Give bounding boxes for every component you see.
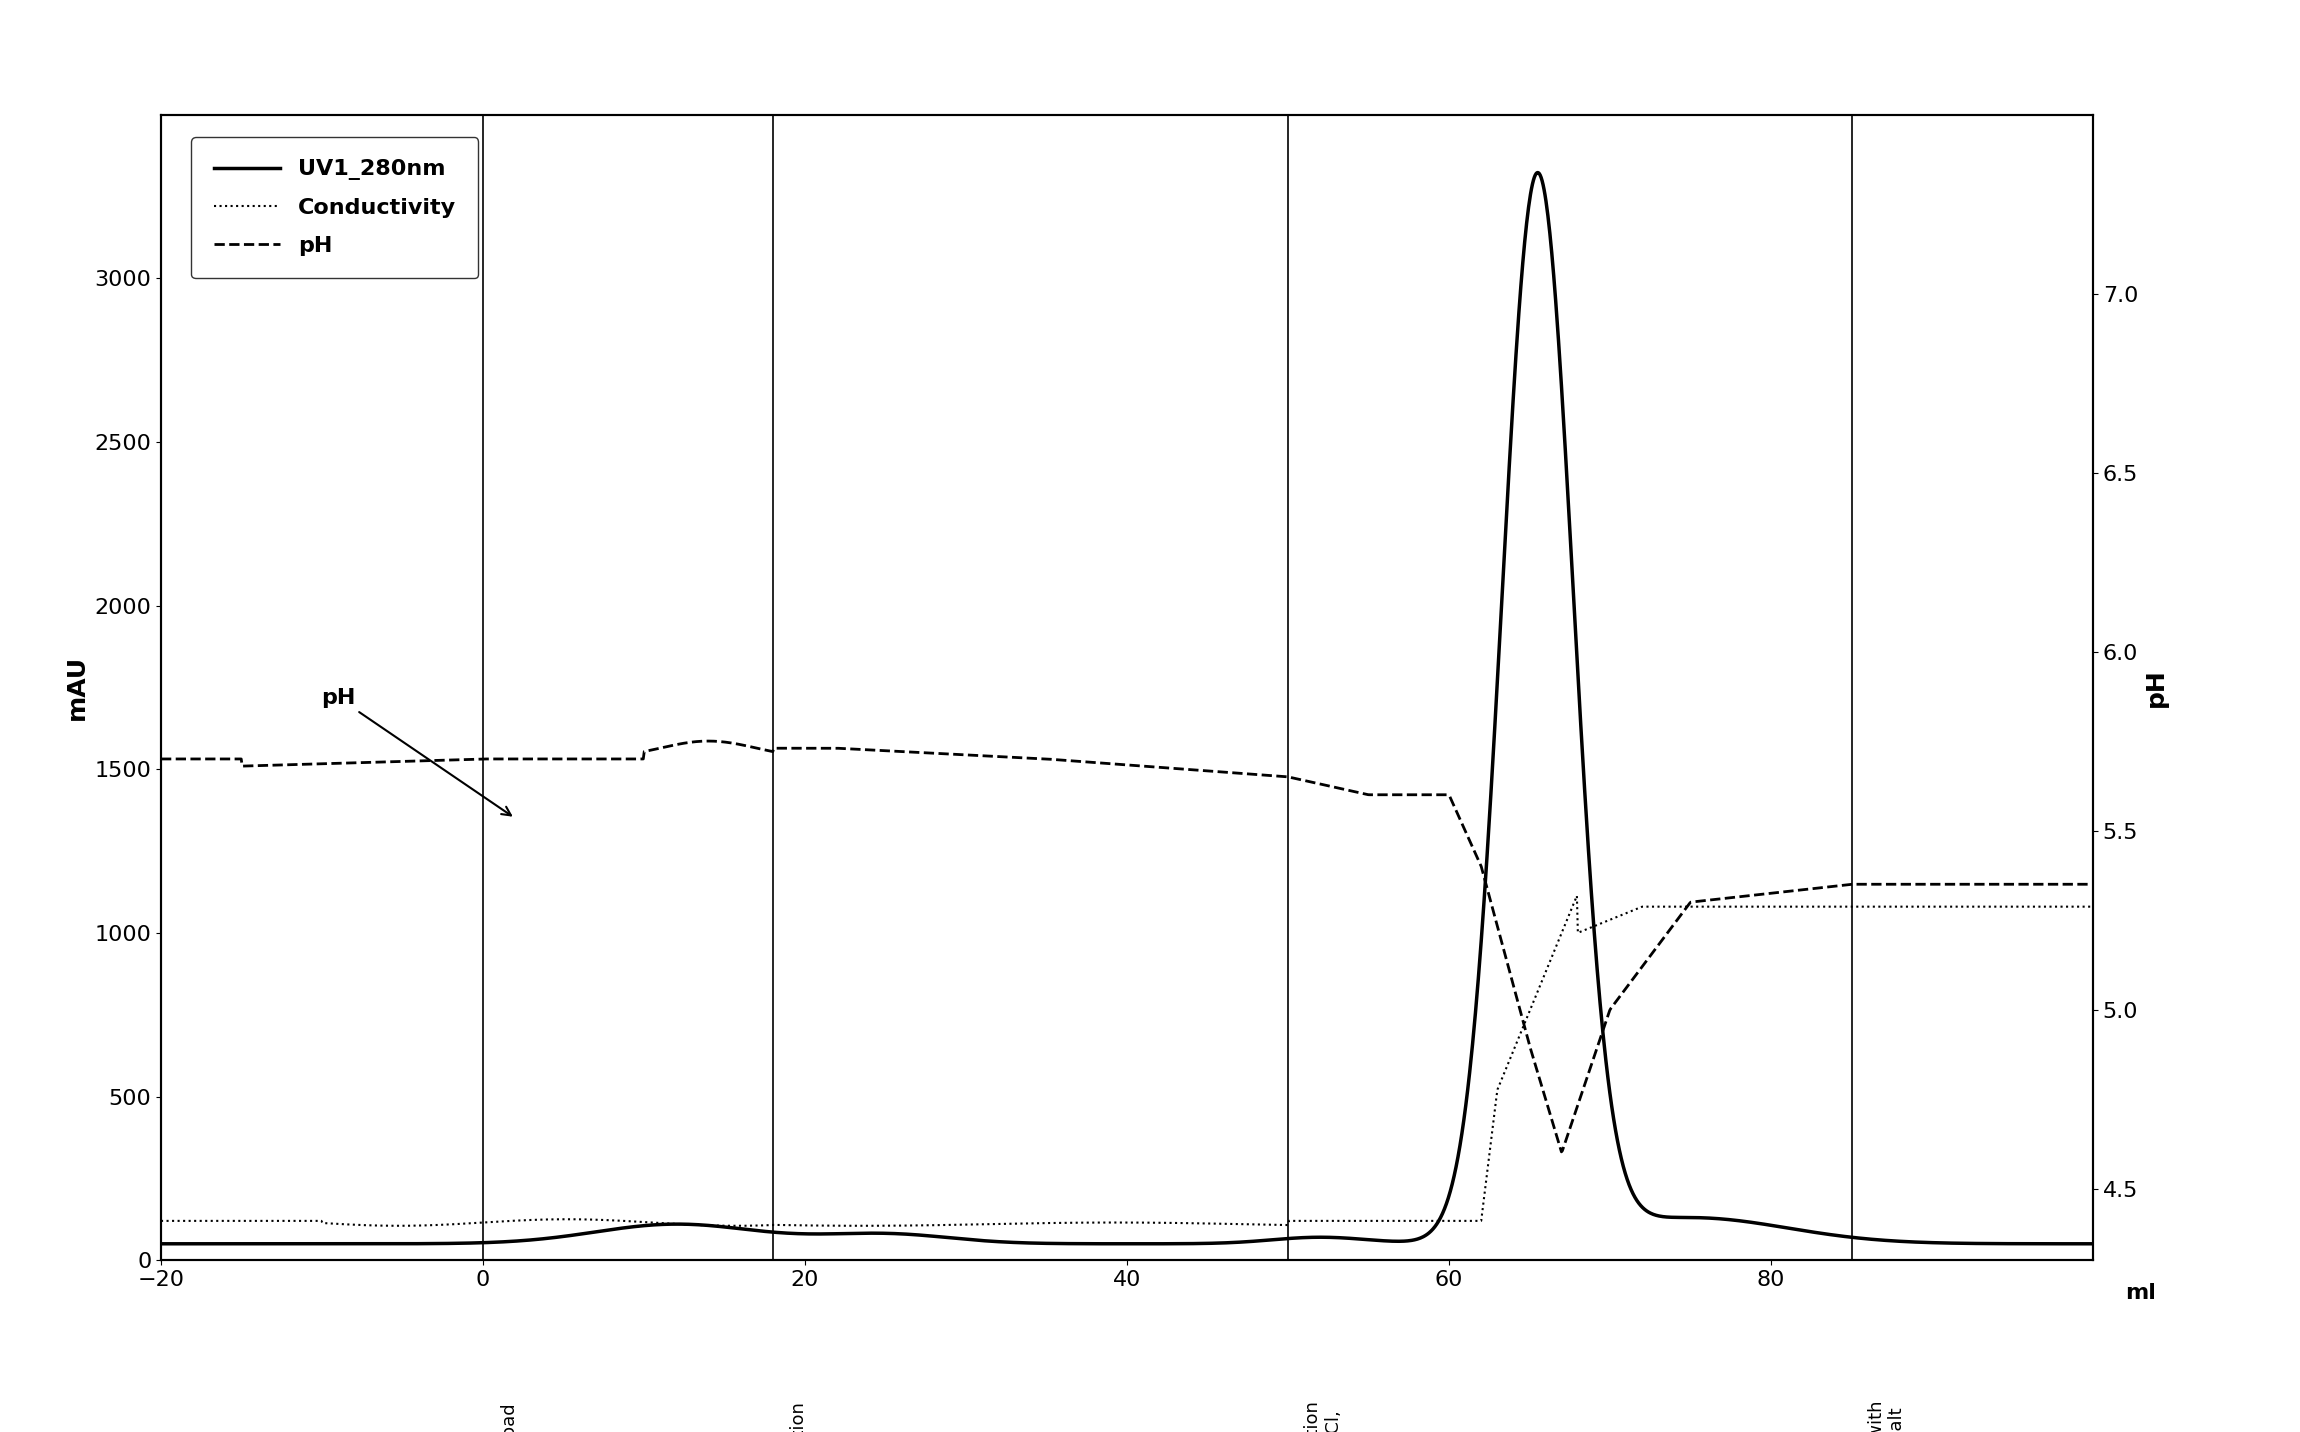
UV1_280nm [2024,1236,2052,1253]
UV1_280nm [2079,1236,2107,1253]
UV1_280nm [1670,1209,1697,1226]
Text: equilibration
wash: equilibration wash [789,1400,828,1432]
UV1_280nm [1086,1236,1113,1253]
Text: pH: pH [322,687,511,815]
Conductivity [2024,898,2052,915]
pH [2024,875,2052,894]
pH [1088,755,1116,772]
Text: load: load [499,1400,518,1432]
Conductivity [147,1213,175,1230]
Conductivity [1670,898,1697,915]
pH [2079,875,2107,894]
Line: UV1_280nm: UV1_280nm [161,173,2093,1244]
pH [695,733,722,750]
UV1_280nm [1523,165,1550,182]
UV1_280nm [147,1236,175,1253]
UV1_280nm [2024,1236,2052,1253]
Conductivity [2024,898,2052,915]
Y-axis label: pH: pH [2144,667,2169,707]
Line: pH: pH [161,742,2093,1151]
pH [1548,1143,1576,1160]
pH [246,758,274,775]
Text: ml: ml [2125,1283,2155,1303]
pH [147,750,175,768]
Text: strip with
high salt: strip with high salt [1868,1400,1907,1432]
Conductivity [1037,1214,1065,1232]
Y-axis label: mAU: mAU [64,654,90,720]
Conductivity [384,1217,412,1234]
Conductivity [246,1213,274,1230]
Conductivity [1564,888,1592,905]
Conductivity [1088,1214,1116,1232]
Line: Conductivity: Conductivity [161,896,2093,1226]
UV1_280nm [1035,1234,1063,1252]
Legend: UV1_280nm, Conductivity, pH: UV1_280nm, Conductivity, pH [191,137,478,278]
pH [1037,750,1065,768]
UV1_280nm [246,1236,274,1253]
pH [2024,875,2052,894]
pH [1670,902,1697,919]
Conductivity [2079,898,2107,915]
Text: step elution
0.5M NaCl,
pH5.5: step elution 0.5M NaCl, pH5.5 [1304,1400,1364,1432]
